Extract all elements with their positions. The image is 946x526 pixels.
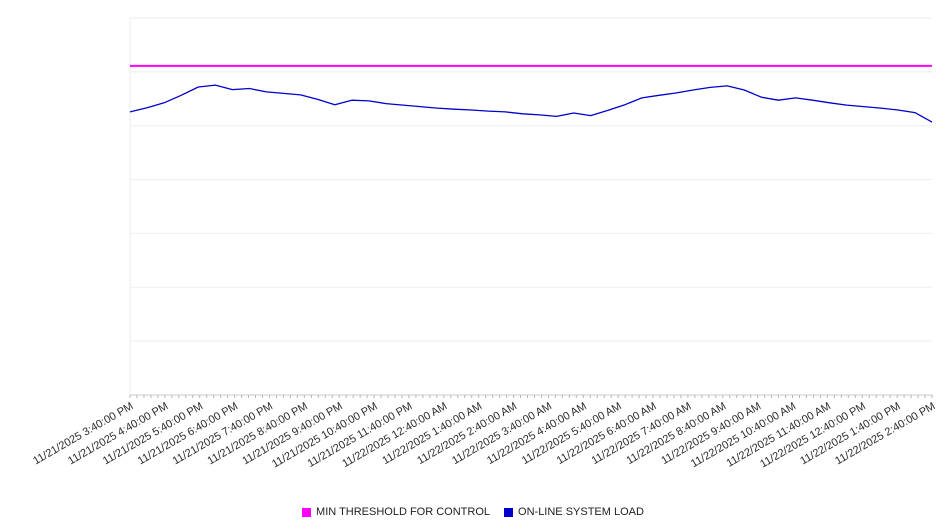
legend-item-min-threshold: MIN THRESHOLD FOR CONTROL: [302, 506, 490, 518]
legend-swatch-min-threshold: [302, 507, 312, 517]
chart-area: 11/21/2025 3:40:00 PM 11/21/2025 4:40:00 …: [31, 17, 938, 470]
legend-item-online-load: ON-LINE SYSTEM LOAD: [504, 506, 644, 518]
legend-label-online-load: ON-LINE SYSTEM LOAD: [518, 506, 644, 518]
legend-label-min-threshold: MIN THRESHOLD FOR CONTROL: [316, 506, 491, 518]
system-load-line: [129, 84, 933, 123]
legend-swatch-online-load: [504, 507, 514, 517]
legend: MIN THRESHOLD FOR CONTROL ON-LINE SYSTEM…: [0, 506, 946, 518]
